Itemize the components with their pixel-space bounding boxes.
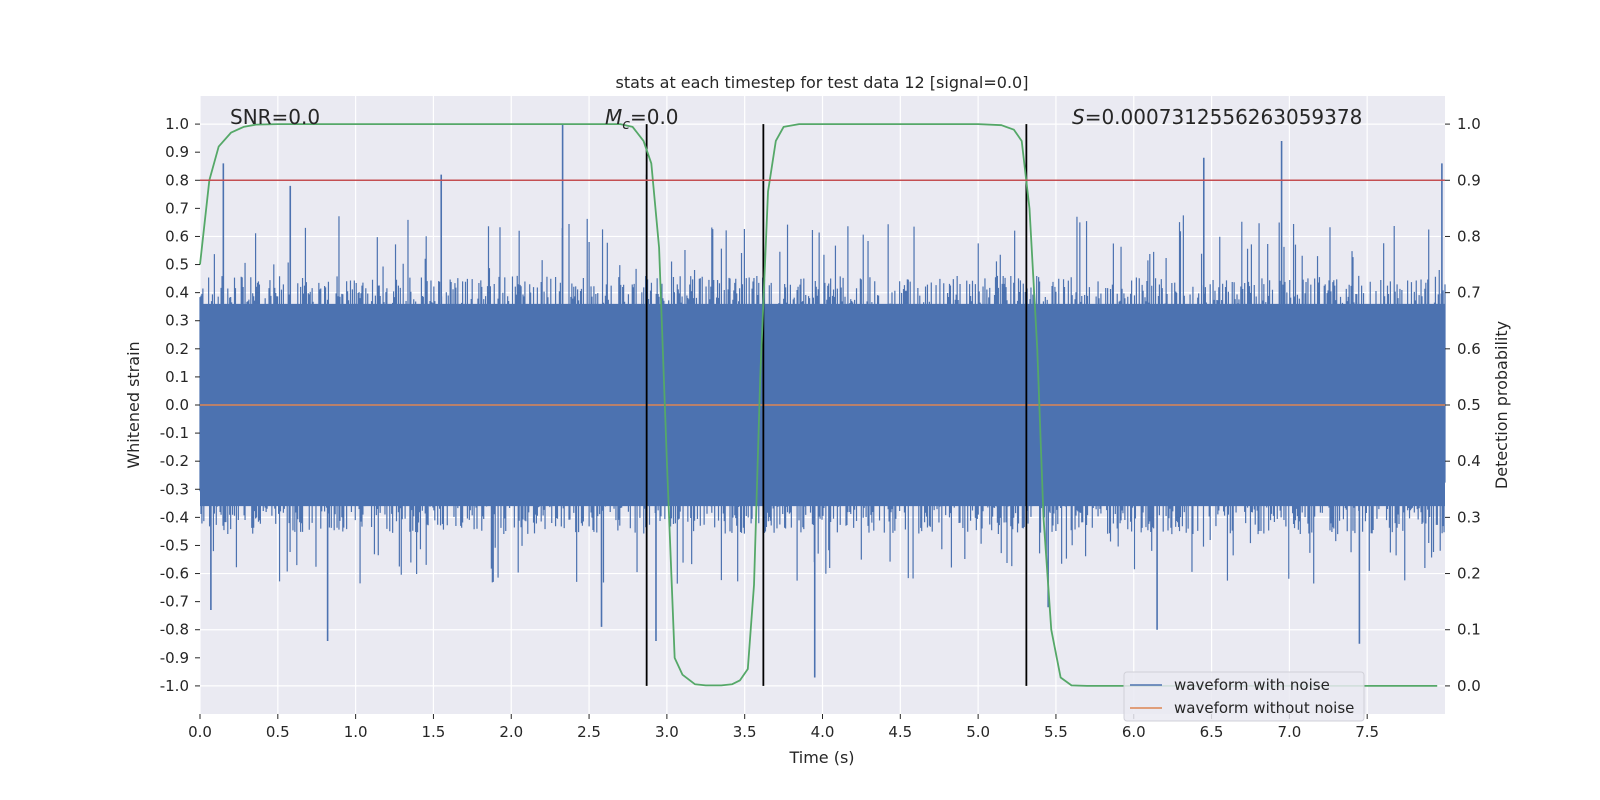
detection-probability-line — [199, 123, 1438, 687]
y-tick-label-18: 0.8 — [165, 171, 189, 189]
x-tick-label-13: 6.5 — [1200, 723, 1224, 741]
x-tick-label-4: 2.0 — [499, 723, 523, 741]
x-tick-label-9: 4.5 — [888, 723, 912, 741]
y-tick-label-6: -0.4 — [160, 508, 189, 526]
y-tick-label-19: 0.9 — [165, 143, 189, 161]
y-tick-label-8: -0.2 — [160, 452, 189, 470]
legend-label-noise: waveform with noise — [1174, 676, 1330, 694]
y2-tick-label-5: 0.5 — [1457, 396, 1481, 414]
series-detection-probability — [199, 123, 1438, 687]
legend-label-clean: waveform without noise — [1174, 699, 1354, 717]
x-tick-label-7: 3.5 — [733, 723, 757, 741]
y-tick-label-15: 0.5 — [165, 256, 189, 274]
x-tick-label-12: 6.0 — [1122, 723, 1146, 741]
y2-ticks: 0.0 0.1 0.2 0.3 0.4 0.5 0.6 0.7 0.8 0.9 1.0 — [1445, 115, 1481, 695]
y-tick-label-5: -0.5 — [160, 536, 189, 554]
y-tick-label-9: -0.1 — [160, 424, 189, 442]
y2-tick-label-1: 0.1 — [1457, 621, 1481, 639]
mc-symbol: M — [605, 105, 622, 129]
y2-tick-label-3: 0.3 — [1457, 508, 1481, 526]
y2-tick-label-8: 0.8 — [1457, 227, 1481, 245]
y-ticks: -1.0 -0.9 -0.8 -0.7 -0.6 -0.5 -0.4 -0.3 -0.2 -0.1… — [160, 115, 200, 695]
x-ticks: 0.0 0.5 1.0 1.5 2.0 2.5 3.0 3.5 4.0 4.5 5.0 5.5 6.0 6… — [188, 714, 1379, 741]
y2-tick-label-0: 0.0 — [1457, 677, 1481, 695]
y-tick-label-11: 0.1 — [165, 368, 189, 386]
y2-tick-label-7: 0.7 — [1457, 284, 1481, 302]
x-tick-label-15: 7.5 — [1355, 723, 1379, 741]
y-tick-label-20: 1.0 — [165, 115, 189, 133]
y-tick-label-14: 0.4 — [165, 284, 189, 302]
waveform-with-noise-peaks — [210, 124, 1443, 678]
y-tick-label-10: 0.0 — [165, 396, 189, 414]
y2-axis-label: Detection probability — [1492, 321, 1511, 489]
legend-box — [1123, 671, 1365, 722]
y2-tick-label-6: 0.6 — [1457, 340, 1481, 358]
y-tick-label-1: -0.9 — [160, 649, 189, 667]
y-tick-label-2: -0.8 — [160, 621, 189, 639]
x-tick-label-14: 7.0 — [1277, 723, 1301, 741]
y2-tick-label-10: 1.0 — [1457, 115, 1481, 133]
y-tick-label-16: 0.6 — [165, 227, 189, 245]
x-tick-label-5: 2.5 — [577, 723, 601, 741]
s-annotation: S=0.0007312556263059378 — [1072, 105, 1362, 129]
x-tick-label-3: 1.5 — [422, 723, 446, 741]
y2-tick-label-9: 0.9 — [1457, 171, 1481, 189]
y-tick-label-0: -1.0 — [160, 677, 189, 695]
mc-subscript: c — [622, 117, 630, 133]
chart-title: stats at each timestep for test data 12 … — [616, 73, 1029, 92]
y-tick-label-17: 0.7 — [165, 199, 189, 217]
x-tick-label-2: 1.0 — [344, 723, 368, 741]
x-axis-label: Time (s) — [788, 748, 854, 767]
s-symbol: S — [1072, 105, 1085, 129]
vertical-markers — [645, 124, 1028, 686]
mc-value: =0.0 — [630, 105, 679, 129]
y-tick-label-13: 0.3 — [165, 312, 189, 330]
y-tick-label-12: 0.2 — [165, 340, 189, 358]
legend: waveform with noise waveform without noi… — [1123, 671, 1365, 722]
x-tick-label-8: 4.0 — [811, 723, 835, 741]
snr-annotation: SNR=0.0 — [230, 105, 320, 129]
x-tick-label-0: 0.0 — [188, 723, 212, 741]
x-tick-label-1: 0.5 — [266, 723, 290, 741]
y-axis-label: Whitened strain — [124, 341, 143, 468]
s-value: =0.0007312556263059378 — [1085, 105, 1363, 129]
y-tick-label-3: -0.7 — [160, 593, 189, 611]
mc-annotation: Mc=0.0 — [605, 105, 679, 133]
x-tick-label-6: 3.0 — [655, 723, 679, 741]
y2-tick-label-2: 0.2 — [1457, 565, 1481, 583]
y-tick-label-4: -0.6 — [160, 565, 189, 583]
x-tick-label-11: 5.5 — [1044, 723, 1068, 741]
y-tick-label-7: -0.3 — [160, 480, 189, 498]
x-tick-label-10: 5.0 — [966, 723, 990, 741]
y2-tick-label-4: 0.4 — [1457, 452, 1481, 470]
